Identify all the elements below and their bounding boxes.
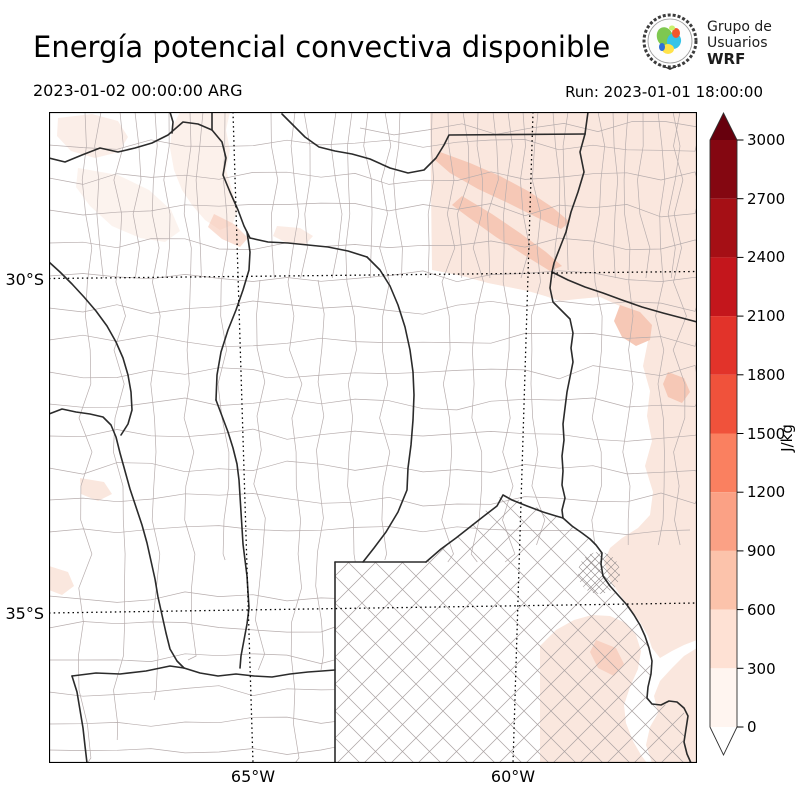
colorbar-unit-label: J/kg [778, 424, 796, 452]
amba-dense-grid [578, 552, 620, 594]
run-time-label: Run: 2023-01-01 18:00:00 [565, 83, 763, 101]
wrf-logo: Grupo de Usuarios WRF [641, 12, 772, 74]
meridian-60w [512, 112, 534, 763]
colorbar-tick-label: 0 [747, 718, 757, 736]
logo-emblem-icon [642, 13, 698, 70]
map-canvas [49, 112, 697, 763]
colorbar-tick-label: 1200 [747, 483, 786, 501]
cape-shading-light [49, 112, 697, 763]
map-area [49, 112, 697, 763]
colorbar-tick-label: 2100 [747, 307, 786, 325]
valid-time-label: 2023-01-02 00:00:00 ARG [33, 81, 243, 100]
logo-line-1: Grupo de [707, 19, 772, 35]
lat-label-35s: 35°S [5, 604, 44, 623]
logo-text: Grupo de Usuarios WRF [707, 19, 772, 67]
map-frame [49, 112, 697, 763]
colorbar-tick-label: 300 [747, 660, 776, 678]
colorbar-tick-label: 900 [747, 542, 776, 560]
colorbar-tick-label: 600 [747, 601, 776, 619]
page-title: Energía potencial convectiva disponible [33, 30, 611, 64]
logo-line-2: Usuarios [707, 35, 768, 51]
meridian-65w [232, 112, 254, 763]
lon-label-60w: 60°W [490, 767, 536, 786]
colorbar-tick-label: 3000 [747, 131, 786, 149]
logo-line-3: WRF [707, 50, 746, 68]
colorbar-tick-label: 1500 [747, 425, 786, 443]
province-boundaries [49, 112, 697, 763]
colorbar-tick-marks [737, 139, 744, 728]
colorbar [709, 111, 744, 757]
colorbar-tick-label: 2700 [747, 190, 786, 208]
colorbar-tick-label: 1800 [747, 366, 786, 384]
lon-label-65w: 65°W [230, 767, 276, 786]
lat-label-30s: 30°S [5, 270, 44, 289]
colorbar-tick-label: 2400 [747, 248, 786, 266]
graticule-lines [49, 112, 697, 763]
